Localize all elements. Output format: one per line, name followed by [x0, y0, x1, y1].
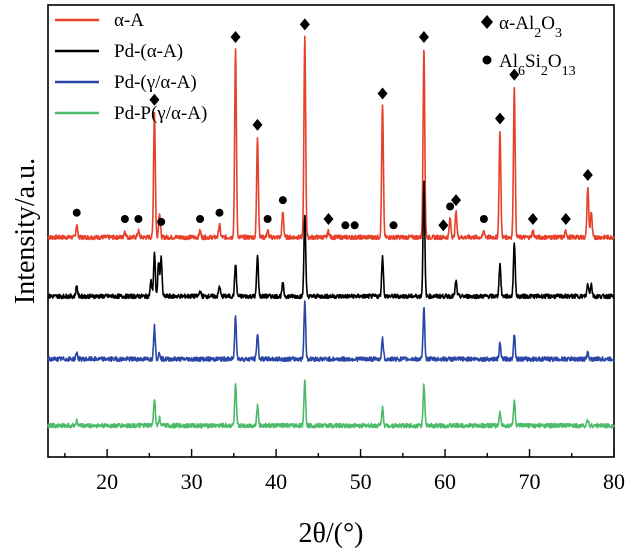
- x-tick-label: 50: [350, 469, 372, 494]
- diamond-marker: [419, 31, 429, 43]
- legend: α-A Pd-(α-A) Pd-(γ/α-A) Pd-P(γ/α-A): [55, 10, 207, 124]
- diamond-marker: [253, 119, 263, 131]
- phase-legend-circle: [483, 56, 492, 65]
- circle-marker: [215, 209, 223, 217]
- diamond-marker: [561, 213, 571, 225]
- diamond-marker: [231, 31, 241, 43]
- circle-marker: [351, 221, 359, 229]
- circle-marker: [341, 221, 349, 229]
- diamond-marker: [378, 87, 388, 99]
- circle-marker: [121, 215, 129, 223]
- x-axis-title: 2θ/(°): [298, 518, 363, 549]
- x-tick-label: 20: [96, 469, 118, 494]
- x-tick-label: 30: [181, 469, 203, 494]
- circle-marker: [264, 215, 272, 223]
- circle-marker: [196, 215, 204, 223]
- legend-label: Pd-(γ/α-A): [114, 72, 197, 93]
- diamond-marker: [323, 213, 333, 225]
- diamond-marker: [438, 219, 448, 231]
- circle-marker: [480, 215, 488, 223]
- diamond-marker: [300, 18, 310, 30]
- circle-marker: [73, 209, 81, 217]
- x-tick-label: 60: [434, 469, 456, 494]
- x-tick-label: 80: [603, 469, 625, 494]
- x-axis-ticks: 20 30 40 50 60 70 80: [65, 449, 625, 494]
- phase-legend-label: α-Al2O3: [499, 13, 562, 41]
- diamond-marker: [528, 213, 538, 225]
- x-tick-label: 40: [265, 469, 287, 494]
- circle-marker: [134, 215, 142, 223]
- phase-legend-diamond: [481, 15, 493, 29]
- y-axis-title: Intensity/a.u.: [10, 158, 41, 304]
- circle-marker: [446, 202, 454, 210]
- circle-marker: [157, 218, 165, 226]
- diamond-marker: [583, 169, 593, 181]
- series-lines: [48, 36, 614, 428]
- series-line: [48, 380, 614, 428]
- circle-marker: [279, 196, 287, 204]
- diamond-marker: [495, 113, 505, 125]
- legend-label: Pd-P(γ/α-A): [114, 103, 207, 124]
- x-tick-label: 70: [519, 469, 541, 494]
- circle-marker: [390, 221, 398, 229]
- legend-label: Pd-(α-A): [114, 41, 183, 62]
- series-line: [48, 301, 614, 361]
- legend-label: α-A: [114, 10, 144, 31]
